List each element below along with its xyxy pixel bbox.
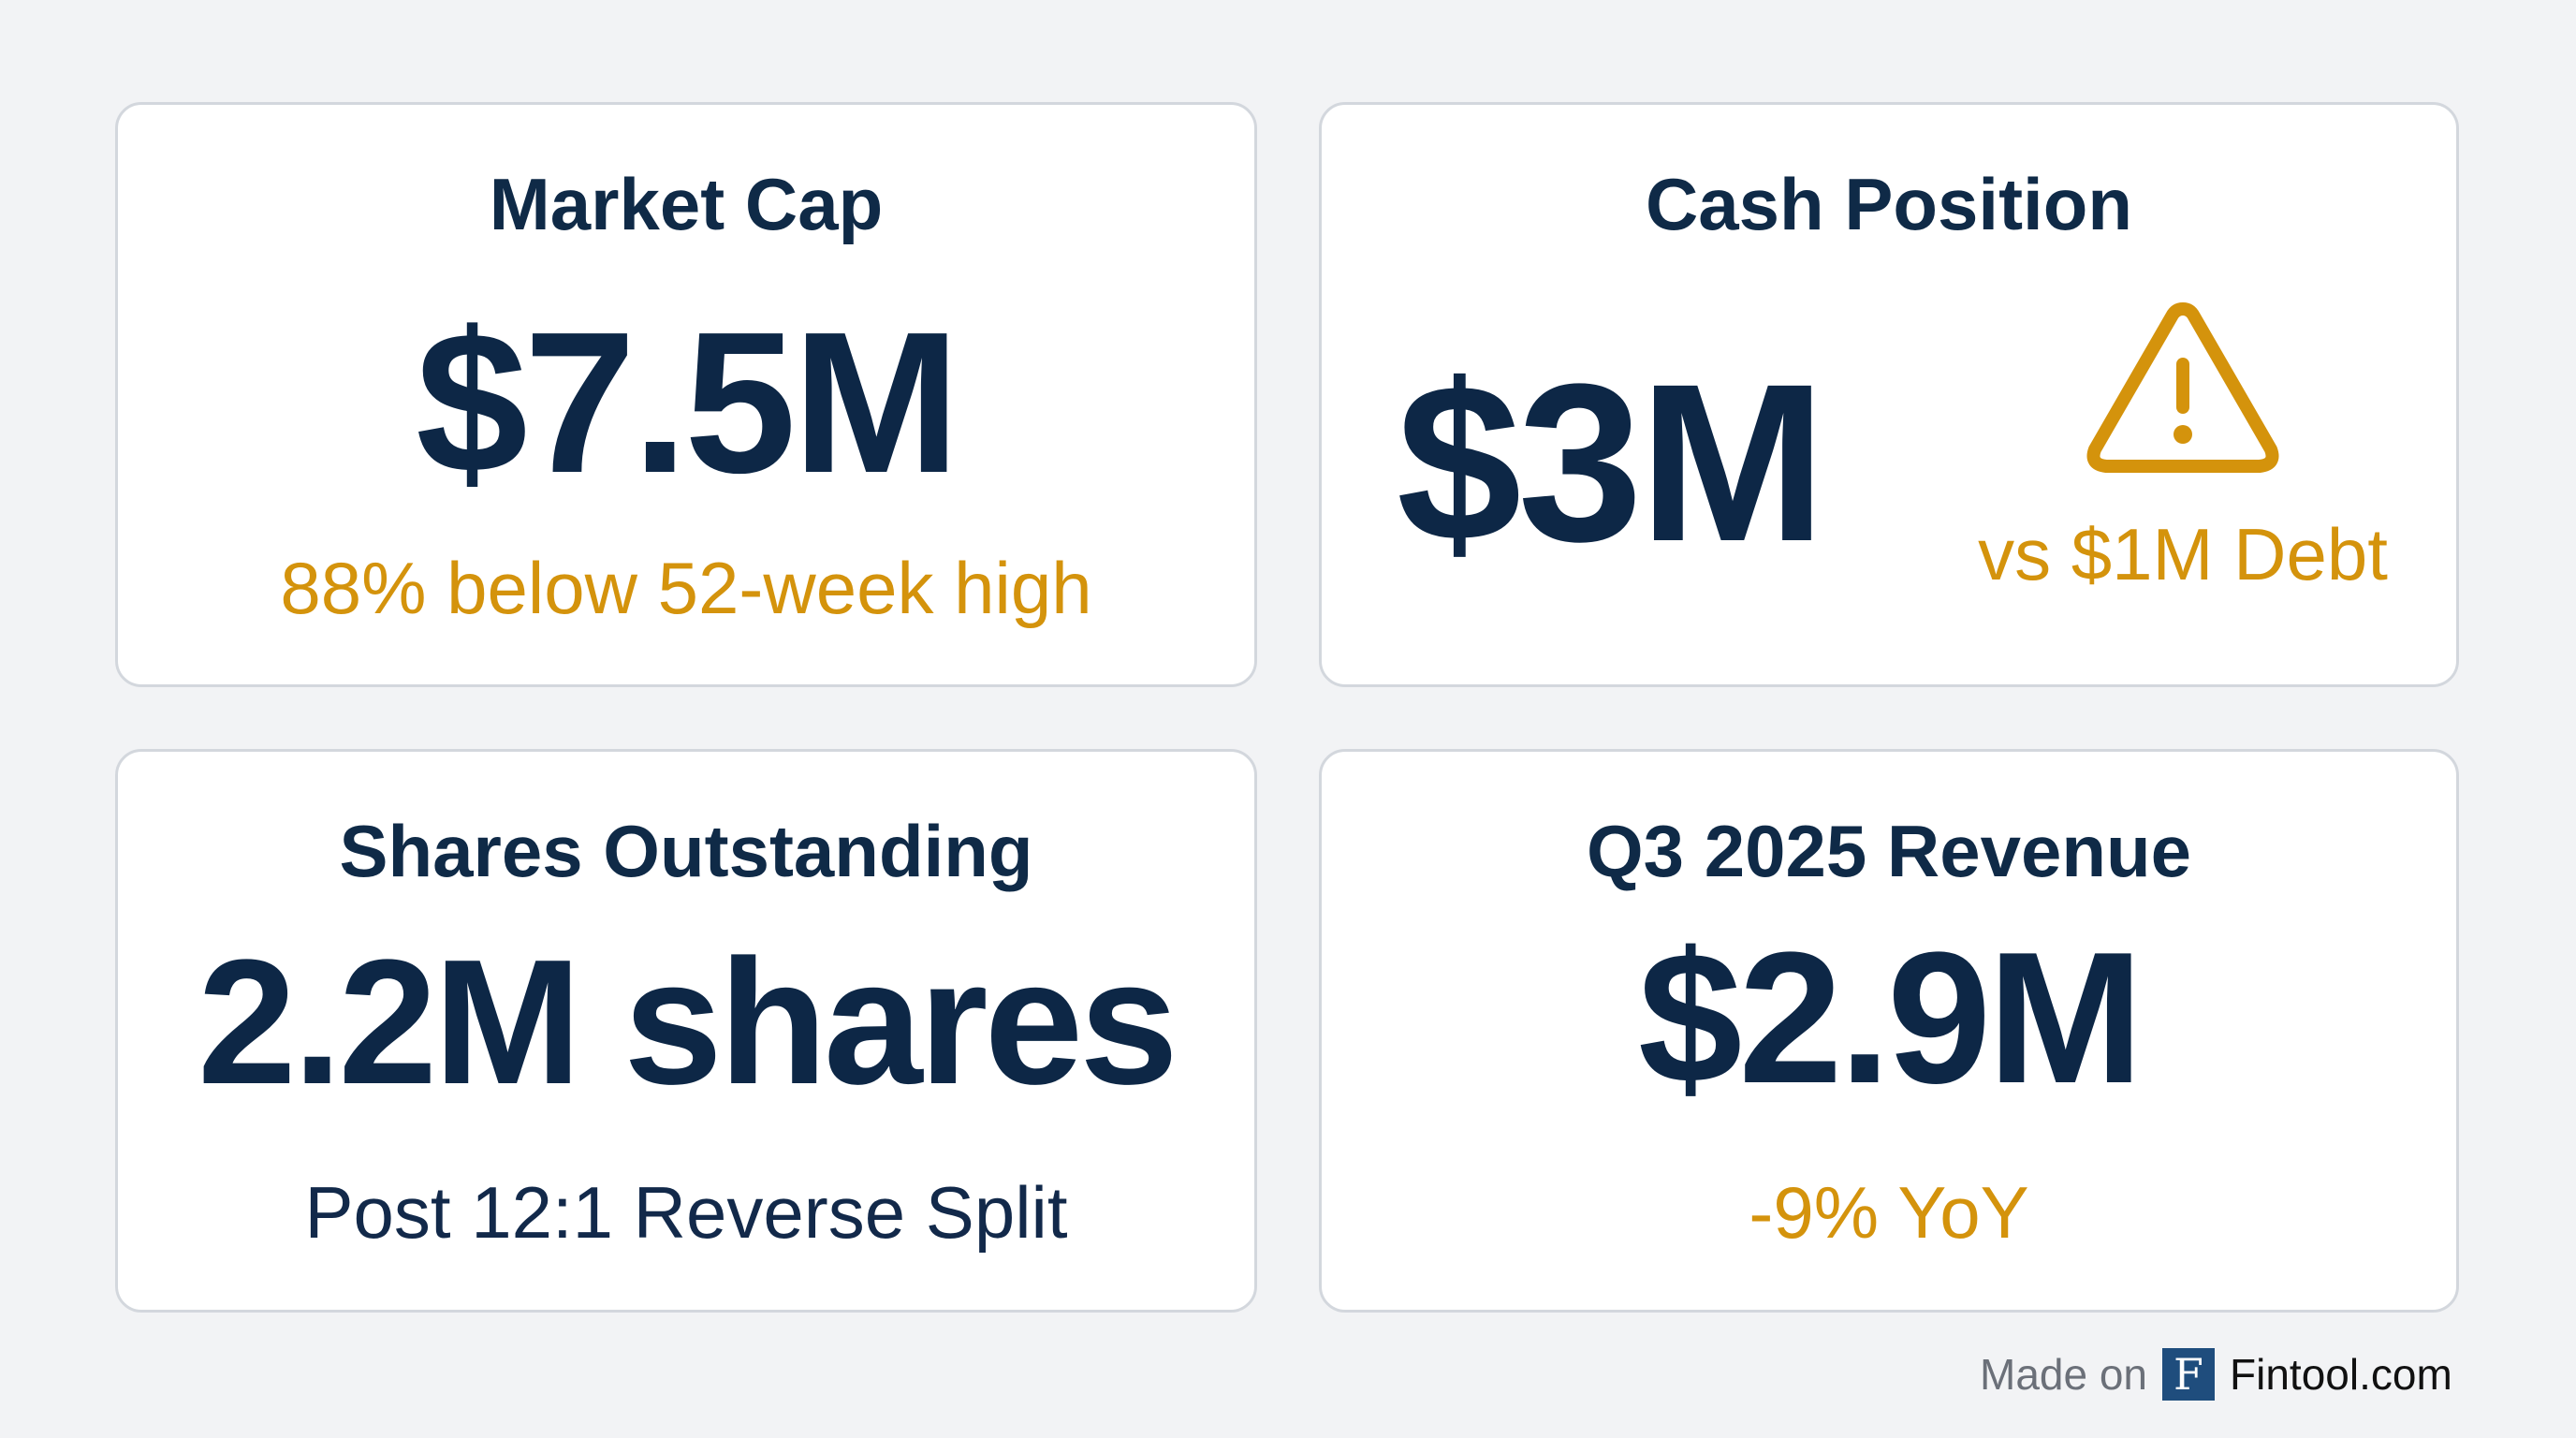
market-cap-card: Market Cap $7.5M 88% below 52-week high [115,102,1257,687]
card-value: $3M [1397,337,1826,588]
card-title: Cash Position [1645,163,2133,245]
card-value: 2.2M shares [198,923,1178,1122]
card-value: $7.5M [416,289,960,515]
card-title: Q3 2025 Revenue [1586,810,2192,892]
shares-outstanding-card: Shares Outstanding 2.2M shares Post 12:1… [115,749,1257,1313]
footer-attribution[interactable]: Made on F Fintool.com [1980,1344,2452,1404]
card-subtitle: vs $1M Debt [1978,513,2388,595]
card-subtitle: 88% below 52-week high [280,547,1092,629]
brand-link[interactable]: Fintool.com [2230,1350,2452,1399]
fintool-logo-icon: F [2162,1348,2216,1401]
card-title: Shares Outstanding [339,810,1033,892]
card-title: Market Cap [489,163,884,245]
card-value: $2.9M [1638,914,2144,1123]
warning-triangle-icon [2086,302,2279,473]
card-subtitle: Post 12:1 Reverse Split [304,1171,1068,1254]
revenue-card: Q3 2025 Revenue $2.9M -9% YoY [1319,749,2459,1313]
made-on-label: Made on [1980,1350,2148,1399]
cash-position-card: Cash Position $3M vs $1M Debt [1319,102,2459,687]
card-subtitle: -9% YoY [1749,1171,2029,1254]
